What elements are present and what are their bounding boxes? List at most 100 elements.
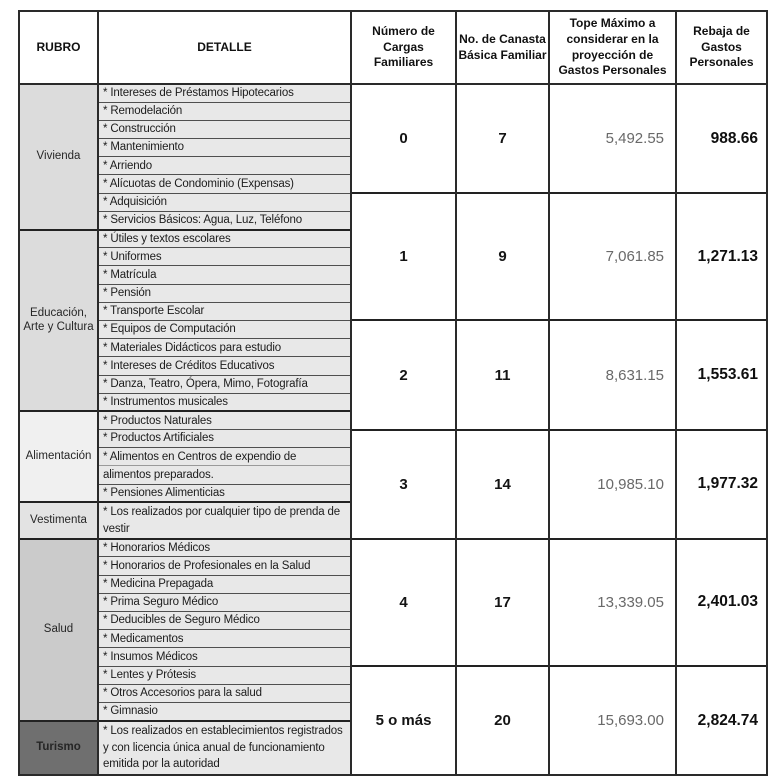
rubro-alimentacion: Alimentación <box>18 410 98 503</box>
canasta-value: 9 <box>455 192 549 321</box>
table-row: * Gimnasio <box>19 701 767 721</box>
cargas-value: 2 <box>350 319 456 430</box>
rubro-vivienda: Vivienda <box>18 83 98 230</box>
detail-item: * Pensión <box>97 283 351 303</box>
rebaja-value: 1,271.13 <box>675 192 768 321</box>
rebaja-value: 2,401.03 <box>675 537 768 666</box>
detail-item: * Mantenimiento <box>97 138 351 157</box>
table-row: * Mantenimiento <box>19 138 767 157</box>
gastos-personales-table: RUBRO DETALLE Número de Cargas Familiare… <box>18 10 768 777</box>
table-row: * Deducibles de Seguro Médico <box>19 610 767 630</box>
cargas-value: 4 <box>350 537 456 666</box>
table-row: * Productos Artificiales 3 14 10,985.10 … <box>19 428 768 539</box>
detail-item: * Los realizados por cualquier tipo de p… <box>97 501 351 539</box>
table-row: * Adquisición 1 9 7,061.85 1,271.13 <box>19 192 768 321</box>
table-row: * Pensiones Alimenticias <box>19 483 767 503</box>
canasta-value: 20 <box>455 664 549 776</box>
table-row: Turismo * Los realizados en establecimie… <box>18 719 767 776</box>
rebaja-value: 1,977.32 <box>675 428 768 539</box>
rubro-turismo: Turismo <box>18 719 98 776</box>
table-row: * Danza, Teatro, Ópera, Mimo, Fotografía <box>19 374 767 394</box>
detail-item: * Adquisición <box>97 192 351 212</box>
detail-item: * Danza, Teatro, Ópera, Mimo, Fotografía <box>97 374 351 394</box>
cargas-value: 3 <box>350 428 456 539</box>
table-row: * Servicios Básicos: Agua, Luz, Teléfono <box>19 210 767 230</box>
cargas-value: 1 <box>350 192 456 321</box>
detail-item: * Medicina Prepagada <box>97 574 351 594</box>
detail-item: * Productos Artificiales <box>97 429 351 448</box>
detail-item: * Deducibles de Seguro Médico <box>97 610 351 630</box>
cargas-value: 0 <box>350 83 456 194</box>
table-row: * Materiales Didácticos para estudio <box>19 338 767 357</box>
table-row: * Instrumentos musicales <box>19 392 767 412</box>
table-row: * Arriendo <box>19 156 767 175</box>
header-rebaja: Rebaja de Gastos Personales <box>675 10 768 85</box>
rubro-educacion: Educación, Arte y Cultura <box>18 228 98 412</box>
cargas-value: 5 o más <box>350 664 456 776</box>
table-row: Vivienda * Intereses de Préstamos Hipote… <box>18 83 768 230</box>
detail-item: * Productos Naturales <box>97 410 351 430</box>
detail-item: * Alícuotas de Condominio (Expensas) <box>97 174 351 194</box>
detail-item: * Pensiones Alimenticias <box>97 483 351 503</box>
table-row: * Transporte Escolar <box>19 301 767 321</box>
header-cargas-familiares: Número de Cargas Familiares <box>350 10 456 85</box>
table-row: * Insumos Médicos <box>19 647 767 666</box>
table-row: * Otros Accesorios para la salud <box>19 683 767 703</box>
header-canasta-basica: No. de Canasta Básica Familiar <box>455 10 549 85</box>
detail-item: * Uniformes <box>97 247 351 266</box>
detail-item: * Instrumentos musicales <box>97 392 351 412</box>
table-row: Alimentación * Productos Naturales <box>18 410 767 503</box>
detail-item: * Matrícula <box>97 265 351 285</box>
detail-item: * Transporte Escolar <box>97 301 351 321</box>
canasta-value: 17 <box>455 537 549 666</box>
table-row: * Intereses de Créditos Educativos <box>19 356 767 375</box>
table-row: * Prima Seguro Médico <box>19 592 767 612</box>
detail-item: * Honorarios de Profesionales en la Salu… <box>97 556 351 576</box>
rebaja-value: 1,553.61 <box>675 319 768 430</box>
detail-item: * Lentes y Prótesis <box>97 665 351 685</box>
detail-item: * Arriendo <box>97 156 351 175</box>
rubro-vestimenta: Vestimenta <box>18 501 98 539</box>
detail-item: * Alimentos en Centros de expendio de <box>97 447 351 466</box>
table-row: * Medicamentos <box>19 629 767 648</box>
table-row: * Alícuotas de Condominio (Expensas) <box>19 174 767 194</box>
canasta-value: 7 <box>455 83 549 194</box>
detail-item: * Prima Seguro Médico <box>97 592 351 612</box>
detail-item: * Útiles y textos escolares <box>97 228 351 248</box>
canasta-value: 14 <box>455 428 549 539</box>
rebaja-value: 988.66 <box>675 83 768 194</box>
header-rubro: RUBRO <box>18 10 98 85</box>
tope-value: 10,985.10 <box>548 428 676 539</box>
header-detalle: DETALLE <box>97 10 351 85</box>
table-row: * Equipos de Computación 2 11 8,631.15 1… <box>19 319 768 430</box>
detail-item: alimentos preparados. <box>97 465 351 485</box>
rebaja-value: 2,824.74 <box>675 664 768 776</box>
detail-item: * Servicios Básicos: Agua, Luz, Teléfono <box>97 210 351 230</box>
table-row: Salud * Honorarios Médicos 4 17 13,339.0… <box>18 537 768 721</box>
tope-value: 8,631.15 <box>548 319 676 430</box>
table-row: * Medicina Prepagada <box>19 574 767 594</box>
table-row: Vestimenta * Los realizados por cualquie… <box>18 501 767 539</box>
tope-value: 15,693.00 <box>548 664 676 776</box>
detail-item: * Los realizados en establecimientos reg… <box>97 719 351 776</box>
detail-item: * Honorarios Médicos <box>97 537 351 557</box>
table-row: * Pensión <box>19 283 767 303</box>
table-row: * Alimentos en Centros de expendio de <box>19 447 767 466</box>
detail-item: * Construcción <box>97 119 351 139</box>
table-row: Educación, Arte y Cultura * Útiles y tex… <box>18 228 767 412</box>
table-row: * Honorarios de Profesionales en la Salu… <box>19 556 767 576</box>
detail-item: * Materiales Didácticos para estudio <box>97 338 351 357</box>
header-row: RUBRO DETALLE Número de Cargas Familiare… <box>18 10 768 85</box>
detail-item: * Remodelación <box>97 101 351 121</box>
table-row: * Matrícula <box>19 265 767 285</box>
detail-item: * Medicamentos <box>97 629 351 648</box>
tope-value: 7,061.85 <box>548 192 676 321</box>
detail-item: * Insumos Médicos <box>97 647 351 666</box>
table-row: alimentos preparados. <box>19 465 767 485</box>
header-tope-maximo: Tope Máximo a considerar en la proyecció… <box>548 10 676 85</box>
tope-value: 13,339.05 <box>548 537 676 666</box>
table-row: * Construcción <box>19 119 767 139</box>
detail-item: * Otros Accesorios para la salud <box>97 683 351 703</box>
detail-item: * Intereses de Créditos Educativos <box>97 356 351 375</box>
